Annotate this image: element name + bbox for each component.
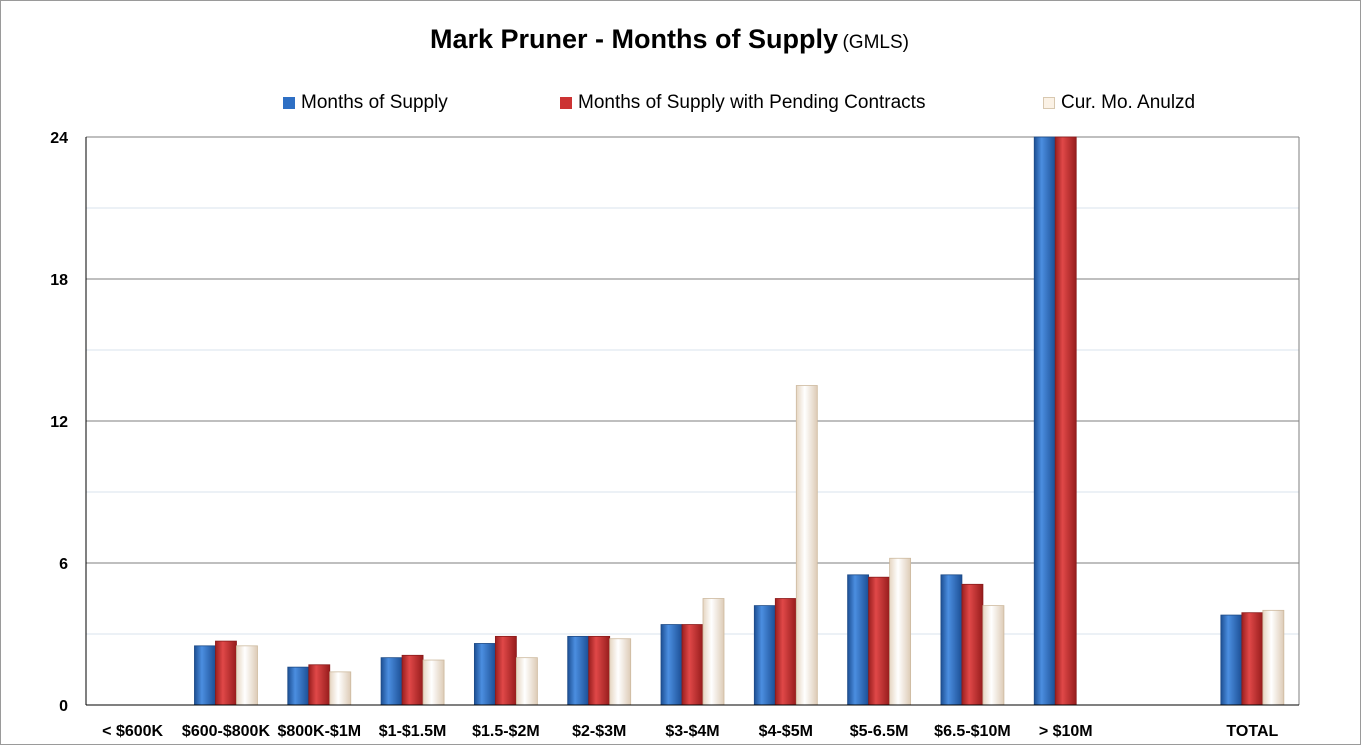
bar-cur-mo-anulzd — [236, 645, 258, 706]
chart-title-main: Mark Pruner - Months of Supply — [430, 24, 839, 54]
legend-swatch-red — [560, 97, 572, 109]
y-tick-label: 12 — [50, 414, 68, 431]
bar-months-of-supply-pending — [308, 664, 331, 706]
legend-item-months-of-supply-pending: Months of Supply with Pending Contracts — [560, 92, 925, 114]
bar-cur-mo-anulzd — [329, 671, 352, 706]
bar-cur-mo-anulzd — [422, 659, 445, 706]
bar-months-of-supply-pending — [1241, 612, 1264, 706]
bar-months-of-supply-pending — [215, 640, 237, 706]
legend-label: Months of Supply with Pending Contracts — [578, 92, 926, 113]
x-tick-label: $5-6.5M — [850, 723, 909, 740]
y-tick-label: 18 — [50, 272, 68, 289]
bar-cur-mo-anulzd — [982, 605, 1005, 706]
bar-months-of-supply — [660, 624, 683, 706]
bar-months-of-supply-pending — [588, 635, 611, 706]
legend-swatch-blue — [283, 97, 295, 109]
bar-months-of-supply — [753, 605, 776, 706]
bar-months-of-supply-pending — [961, 583, 984, 706]
bar-months-of-supply — [473, 643, 496, 706]
bar-months-of-supply — [940, 574, 963, 706]
x-tick-label: $3-$4M — [665, 723, 719, 740]
y-tick-label: 0 — [59, 698, 68, 715]
bar-months-of-supply — [194, 645, 216, 706]
bar-months-of-supply-pending — [401, 654, 424, 706]
bar-months-of-supply — [287, 666, 310, 706]
bar-months-of-supply-pending — [494, 635, 517, 706]
bar-months-of-supply-pending — [1054, 136, 1077, 706]
bar-months-of-supply-pending — [774, 598, 797, 706]
legend: Months of Supply Months of Supply with P… — [0, 92, 1361, 116]
bar-months-of-supply — [1220, 614, 1243, 706]
x-tick-label: $600-$800K — [182, 723, 271, 740]
bar-months-of-supply — [847, 574, 870, 706]
x-tick-label: $2-$3M — [572, 723, 626, 740]
bar-cur-mo-anulzd — [609, 638, 632, 706]
legend-item-cur-mo-anulzd: Cur. Mo. Anulzd — [1043, 92, 1195, 114]
bar-cur-mo-anulzd — [702, 598, 725, 706]
bar-months-of-supply — [380, 657, 403, 706]
x-tick-label: $1-$1.5M — [379, 723, 447, 740]
legend-label: Cur. Mo. Anulzd — [1061, 92, 1196, 113]
bar-cur-mo-anulzd — [795, 385, 818, 706]
bar-cur-mo-anulzd — [1262, 609, 1285, 706]
bar-months-of-supply — [1033, 136, 1056, 706]
bar-cur-mo-anulzd — [515, 657, 538, 706]
y-tick-label: 24 — [50, 130, 68, 147]
bar-cur-mo-anulzd — [889, 557, 912, 706]
chart-subtitle: (GMLS) — [842, 32, 909, 53]
legend-swatch-cream — [1043, 97, 1055, 109]
x-tick-label: $4-$5M — [759, 723, 813, 740]
bar-months-of-supply — [567, 635, 590, 706]
legend-item-months-of-supply: Months of Supply — [283, 92, 448, 114]
chart-title: Mark Pruner - Months of Supply (GMLS) — [0, 24, 1339, 55]
x-tick-label: $6.5-$10M — [934, 723, 1011, 740]
legend-label: Months of Supply — [301, 92, 448, 113]
x-tick-label: $800K-$1M — [277, 723, 361, 740]
x-tick-label: TOTAL — [1226, 723, 1278, 740]
bar-months-of-supply-pending — [681, 624, 704, 706]
x-tick-label: > $10M — [1039, 723, 1093, 740]
x-tick-label: < $600K — [102, 723, 163, 740]
bar-months-of-supply-pending — [868, 576, 891, 706]
x-tick-label: $1.5-$2M — [472, 723, 540, 740]
y-tick-label: 6 — [59, 556, 68, 573]
